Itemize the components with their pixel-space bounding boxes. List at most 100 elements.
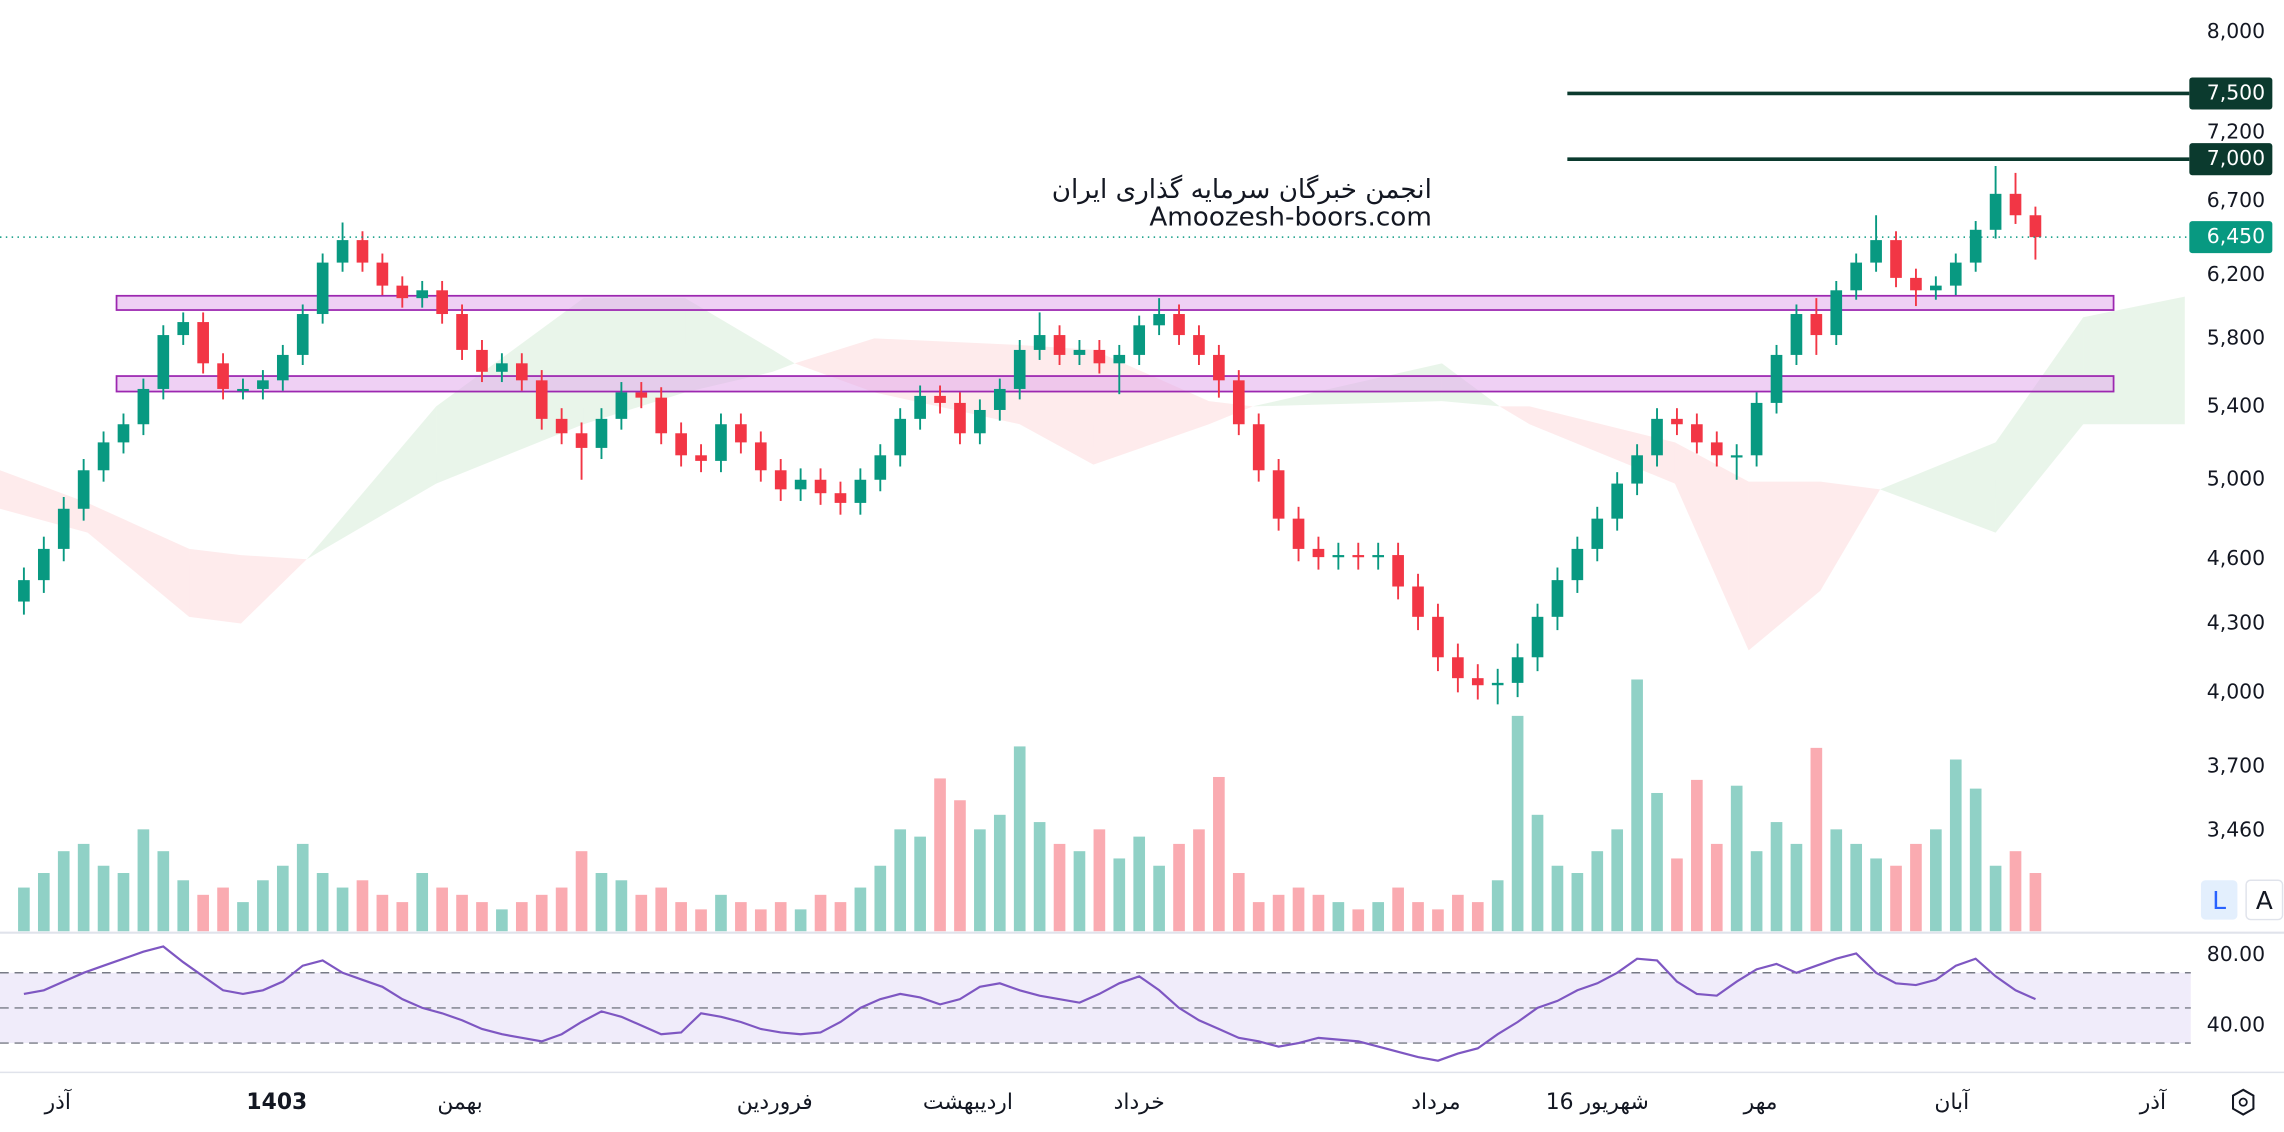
volume-bar [1372,902,1385,932]
volume-bar [1551,865,1564,932]
candle-body [715,424,727,461]
candle-body [177,322,190,336]
log-button-bg[interactable] [2200,880,2238,920]
cloud-segment [189,548,241,624]
candle-body [1910,277,1922,291]
zone [115,375,2115,393]
candle-body [2009,193,2022,216]
volume-bar [993,814,1006,932]
candle-body [1073,349,1086,355]
volume-bar [18,887,30,932]
level-label: 7,000 [2207,146,2265,170]
candle-body [814,479,827,494]
volume-bar [1949,759,1962,932]
volume-bar [1193,829,1205,932]
candle-body [1153,314,1165,326]
y-tick-label: 5,000 [2207,467,2265,491]
candle-body [1013,349,1026,389]
candle-body [1292,518,1305,549]
candle-body [774,470,787,490]
candle-body [1232,380,1245,425]
x-tick-label: فروردین [737,1090,813,1115]
volume-bar [914,836,926,932]
candle-body [635,392,648,398]
volume-bar [655,887,668,932]
watermark-url: Amoozesh-boors.com [1149,203,1432,233]
candle-body [1671,418,1683,425]
volume-bar [1412,902,1424,932]
volume-bar [1213,776,1225,932]
candle-body [97,442,110,471]
log-button[interactable]: L [2212,886,2226,915]
candle-body [1491,682,1504,686]
volume-bar [57,851,70,932]
settings-icon[interactable] [2231,1088,2255,1116]
candle-body [874,455,887,480]
volume-bar [595,873,608,932]
volume-bar [1073,851,1086,932]
volume-bar [1173,843,1185,932]
zones [115,294,2115,393]
volume-bar [1810,747,1823,932]
volume-bar [197,894,209,932]
candle-body [476,349,488,372]
candle-body [1452,657,1464,679]
y-tick-label: 6,700 [2207,188,2265,212]
candle-body [974,409,986,434]
candle-body [794,479,807,490]
candle-body [257,380,269,389]
y-tick-label: 5,400 [2207,393,2265,417]
auto-button-bg[interactable] [2245,879,2284,921]
volume-bar [1013,746,1026,932]
candle-body [1312,548,1325,558]
volume-bar [396,902,409,932]
y-tick-label: 3,700 [2207,754,2265,778]
volume-bar [416,873,429,932]
candle-body [57,508,70,549]
volume-bar [316,873,329,932]
watermark-title: انجمن خبرگان سرمایه گذاری ایران [1052,174,1432,205]
candle-body [854,479,867,503]
candle-body [834,493,847,503]
volume-bar [1133,836,1146,932]
y-tick-label: 7,200 [2207,119,2265,143]
volume-bar [1890,865,1902,932]
candle-body [356,240,369,263]
volume-bar [2029,873,2042,932]
y-tick-label: 5,800 [2207,325,2265,349]
volume-bar [715,894,727,932]
volume-bar [794,909,807,932]
candle-body [515,363,528,381]
volume-bar [1352,909,1365,932]
auto-button[interactable]: A [2256,886,2273,915]
candle-body [1810,314,1823,336]
candle-body [456,314,468,350]
rsi-tick-label: 40.00 [2207,1013,2265,1037]
volume-bar [515,902,528,932]
zone [115,294,2115,311]
y-tick-label: 4,300 [2207,610,2265,634]
candle-body [1730,455,1743,458]
volume-bar [1491,880,1504,932]
volume-bar [1452,894,1464,932]
y-tick-label: 4,000 [2207,679,2265,703]
candle-body [1651,418,1663,456]
volume-bar [1770,822,1783,932]
candle-body [117,424,130,443]
x-tick-label: خرداد [1114,1090,1165,1115]
y-tick-label: 3,460 [2207,818,2265,842]
rsi-tick-label: 80.00 [2207,942,2265,966]
y-tick-label: 6,200 [2207,262,2265,286]
candle-body [376,262,389,286]
cloud-segment [1820,481,1881,591]
candle-body [496,363,508,372]
candle-body [754,442,767,471]
candle-body [217,363,229,389]
volume-bar [1790,843,1803,932]
candle-body [336,240,349,263]
volume-bar [1571,873,1584,932]
cloud-segment [306,406,437,560]
volume-bar [1989,865,2002,932]
candle-body [1930,285,1942,291]
candle-body [993,388,1006,410]
